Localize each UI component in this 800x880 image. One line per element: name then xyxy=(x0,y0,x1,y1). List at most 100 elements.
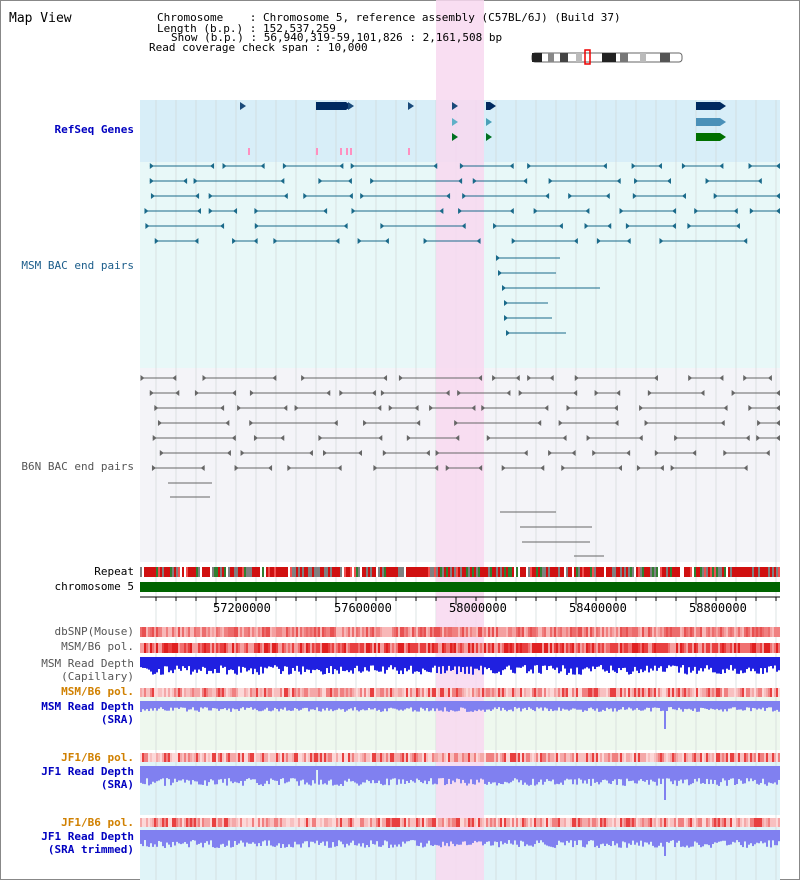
msm-bac-pair-end xyxy=(220,223,225,229)
dbsnp-strip xyxy=(252,627,254,637)
dbsnp-strip xyxy=(340,627,342,637)
msm-b6-pol-strip xyxy=(716,643,718,653)
jf1-trim-depth-bar xyxy=(658,830,660,846)
dbsnp-strip xyxy=(344,627,346,637)
msm-capillary-depth-bar xyxy=(354,657,356,669)
msm-b6-pol-strip-2 xyxy=(510,688,512,697)
msm-b6-pol-strip xyxy=(422,643,424,653)
msm-b6-pol-strip xyxy=(748,643,750,653)
jf1-b6-pol-strip-2 xyxy=(486,818,488,827)
msm-b6-pol-strip-2 xyxy=(746,688,748,697)
msm-bac-pair-end xyxy=(462,193,467,199)
msm-sra-depth-bar xyxy=(724,701,726,710)
msm-sra-depth-bar xyxy=(534,701,536,712)
msm-bac-pair-end xyxy=(303,193,308,199)
repeat-segment xyxy=(318,567,320,577)
msm-sra-depth-bar xyxy=(494,701,496,708)
msm-capillary-depth-bar xyxy=(536,657,538,666)
msm-capillary-depth-bar xyxy=(538,657,540,673)
msm-b6-pol-strip-2 xyxy=(762,688,764,697)
msm-b6-pol-strip-2 xyxy=(210,688,212,697)
msm-bac-pair-end xyxy=(144,208,149,214)
dbsnp-strip xyxy=(630,627,632,637)
msm-b6-pol-strip xyxy=(290,643,292,653)
jf1-trim-depth-bar xyxy=(418,830,420,847)
msm-b6-pol-strip-2 xyxy=(244,688,246,697)
track-label-jf1-depth-sra[interactable]: JF1 Read Depth xyxy=(41,765,134,778)
msm-b6-pol-strip xyxy=(532,643,534,653)
jf1-sra-depth-bar xyxy=(716,766,718,785)
msm-capillary-depth-bar xyxy=(152,657,154,675)
jf1-b6-pol-strip xyxy=(658,753,660,762)
dbsnp-strip xyxy=(550,627,552,637)
msm-b6-pol-strip-2 xyxy=(502,688,504,697)
refseq-gene-block xyxy=(696,133,720,141)
msm-sra-depth-bar xyxy=(548,701,550,712)
jf1-b6-pol-strip-2 xyxy=(296,818,298,827)
jf1-b6-pol-strip-2 xyxy=(452,818,454,827)
dbsnp-strip xyxy=(182,627,184,637)
jf1-b6-pol-strip-2 xyxy=(608,818,610,827)
dbsnp-strip xyxy=(456,627,458,637)
track-label-dbsnp[interactable]: dbSNP(Mouse) xyxy=(54,625,134,638)
jf1-sra-depth-bar xyxy=(382,766,384,786)
jf1-sra-depth-bar xyxy=(418,766,420,781)
track-label-jf1-b6-pol-1[interactable]: JF1/B6 pol. xyxy=(61,751,134,764)
jf1-b6-pol-strip xyxy=(188,753,190,762)
repeat-segment xyxy=(756,567,758,577)
msm-b6-pol-strip xyxy=(708,643,710,653)
dbsnp-strip xyxy=(652,627,654,637)
msm-capillary-depth-bar xyxy=(172,657,174,674)
jf1-trim-depth-bar xyxy=(738,830,740,843)
jf1-b6-pol-strip xyxy=(662,753,664,762)
jf1-sra-depth-bar xyxy=(688,766,690,786)
track-label-msm-bac[interactable]: MSM BAC end pairs xyxy=(21,259,134,272)
b6n-bac-pair-end xyxy=(626,450,631,456)
jf1-b6-pol-strip-2 xyxy=(250,818,252,827)
repeat-segment xyxy=(596,567,598,577)
dbsnp-strip xyxy=(530,627,532,637)
msm-b6-pol-strip-2 xyxy=(666,688,668,697)
jf1-sra-depth-bar xyxy=(524,766,526,783)
msm-capillary-depth-bar xyxy=(158,657,160,670)
jf1-b6-pol-strip-2 xyxy=(456,818,458,827)
repeat-segment xyxy=(490,567,492,577)
track-label-msm-depth-sra[interactable]: MSM Read Depth xyxy=(41,700,134,713)
repeat-segment xyxy=(588,567,590,577)
msm-sra-depth-bar xyxy=(532,701,534,711)
msm-b6-pol-strip xyxy=(430,643,432,653)
msm-sra-depth-bar xyxy=(330,701,332,710)
refseq-gene-arrow xyxy=(720,118,726,126)
jf1-b6-pol-strip xyxy=(170,753,172,762)
msm-sra-depth-bar xyxy=(692,701,694,711)
track-label-jf1-b6-pol-2[interactable]: JF1/B6 pol. xyxy=(61,816,134,829)
track-label-jf1-depth-trim[interactable]: JF1 Read Depth xyxy=(41,830,134,843)
track-label-msm-b6-pol-2[interactable]: MSM/B6 pol. xyxy=(61,685,134,698)
track-label-msm-b6-pol-1[interactable]: MSM/B6 pol. xyxy=(61,640,134,653)
jf1-b6-pol-strip xyxy=(502,753,504,762)
msm-b6-pol-strip-2 xyxy=(188,688,190,697)
msm-b6-pol-strip-2 xyxy=(620,688,622,697)
jf1-b6-pol-strip xyxy=(720,753,722,762)
jf1-trim-depth-bar xyxy=(546,830,548,846)
msm-bac-pair-end xyxy=(439,208,444,214)
ideogram-band xyxy=(620,53,628,62)
jf1-b6-pol-strip-2 xyxy=(352,818,354,827)
msm-sra-depth-bar xyxy=(370,701,372,710)
track-label-b6n-bac[interactable]: B6N BAC end pairs xyxy=(21,460,134,473)
track-label-refseq[interactable]: RefSeq Genes xyxy=(54,123,134,136)
msm-b6-pol-strip-2 xyxy=(286,688,288,697)
msm-b6-pol-strip xyxy=(264,643,266,653)
msm-b6-pol-strip xyxy=(330,643,332,653)
msm-capillary-depth-bar xyxy=(320,657,322,672)
msm-bac-pair-end xyxy=(625,223,630,229)
jf1-b6-pol-strip-2 xyxy=(576,818,578,827)
msm-capillary-depth-bar xyxy=(366,657,368,671)
jf1-b6-pol-strip-2 xyxy=(676,818,678,827)
jf1-trim-depth-bar xyxy=(626,830,628,848)
jf1-b6-pol-strip-2 xyxy=(680,818,682,827)
track-label-msm-depth-cap[interactable]: MSM Read Depth xyxy=(41,657,134,670)
jf1-b6-pol-strip xyxy=(468,753,470,762)
